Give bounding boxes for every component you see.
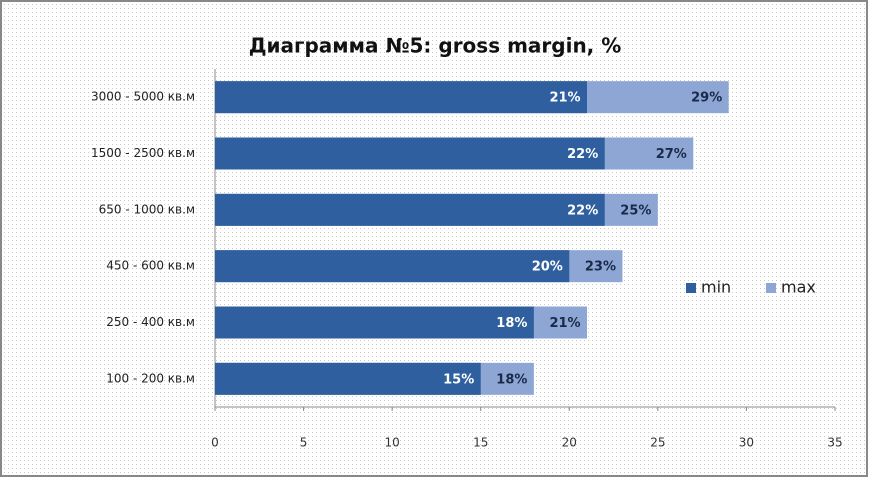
bar bbox=[215, 81, 587, 114]
x-tick-label: 30 bbox=[739, 436, 754, 450]
data-label: 18% bbox=[496, 372, 527, 387]
bar bbox=[215, 193, 605, 226]
data-label: 25% bbox=[620, 203, 651, 218]
y-tick-label: 650 - 1000 кв.м bbox=[99, 202, 195, 216]
data-label: 22% bbox=[567, 203, 598, 218]
legend-swatch bbox=[686, 283, 696, 293]
data-label: 20% bbox=[532, 260, 563, 275]
x-tick-label: 20 bbox=[562, 436, 577, 450]
bar bbox=[215, 137, 605, 170]
bar bbox=[215, 250, 570, 283]
y-tick-label: 450 - 600 кв.м bbox=[106, 259, 195, 273]
chart-title: Диаграмма №5: gross margin, % bbox=[249, 34, 622, 58]
legend-label: min bbox=[701, 278, 731, 297]
x-tick-label: 0 bbox=[211, 436, 219, 450]
y-tick-label: 1500 - 2500 кв.м bbox=[91, 146, 195, 160]
data-label: 15% bbox=[443, 372, 474, 387]
y-tick-label: 100 - 200 кв.м bbox=[106, 371, 195, 385]
x-tick-label: 35 bbox=[827, 436, 842, 450]
x-tick-label: 10 bbox=[385, 436, 400, 450]
legend-swatch bbox=[766, 283, 776, 293]
data-label: 23% bbox=[585, 260, 616, 275]
data-label: 22% bbox=[567, 147, 598, 162]
x-tick-label: 15 bbox=[473, 436, 488, 450]
y-tick-label: 250 - 400 кв.м bbox=[106, 315, 195, 329]
data-label: 29% bbox=[691, 91, 722, 106]
data-label: 27% bbox=[656, 147, 687, 162]
y-tick-label: 3000 - 5000 кв.м bbox=[91, 90, 195, 104]
legend-label: max bbox=[781, 278, 816, 297]
x-tick-label: 5 bbox=[300, 436, 308, 450]
data-label: 21% bbox=[549, 91, 580, 106]
data-label: 18% bbox=[496, 316, 527, 331]
bar bbox=[215, 306, 534, 339]
bar bbox=[215, 362, 481, 395]
data-label: 21% bbox=[549, 316, 580, 331]
x-tick-label: 25 bbox=[650, 436, 665, 450]
